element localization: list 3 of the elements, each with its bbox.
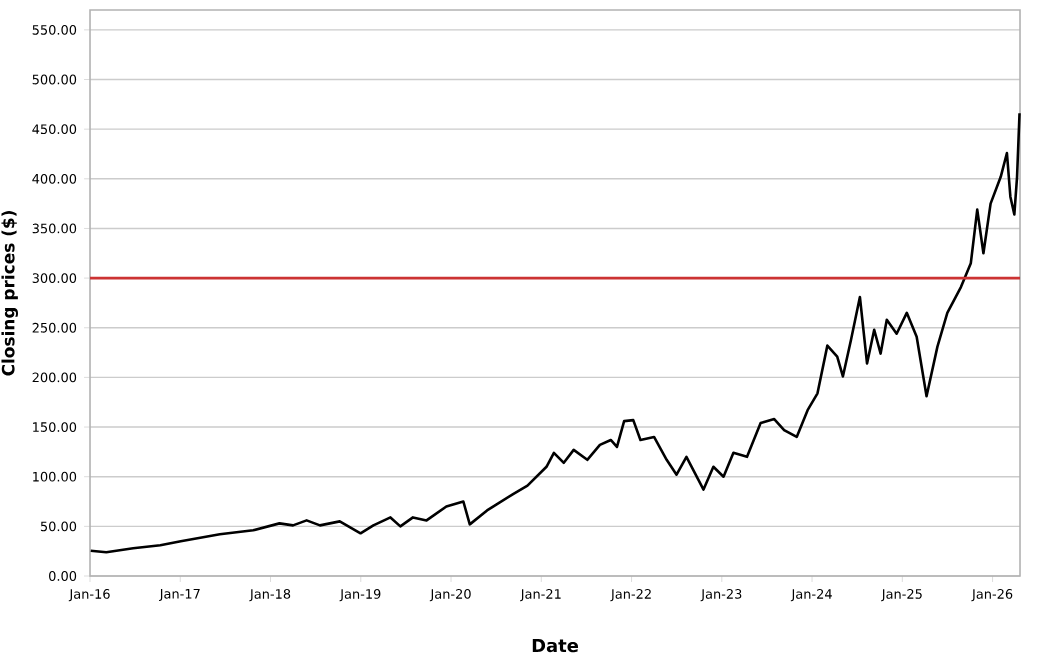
y-axis-title: Closing prices ($) [1, 211, 18, 376]
x-axis-title: Date [532, 638, 579, 653]
line-series [89, 111, 1021, 554]
